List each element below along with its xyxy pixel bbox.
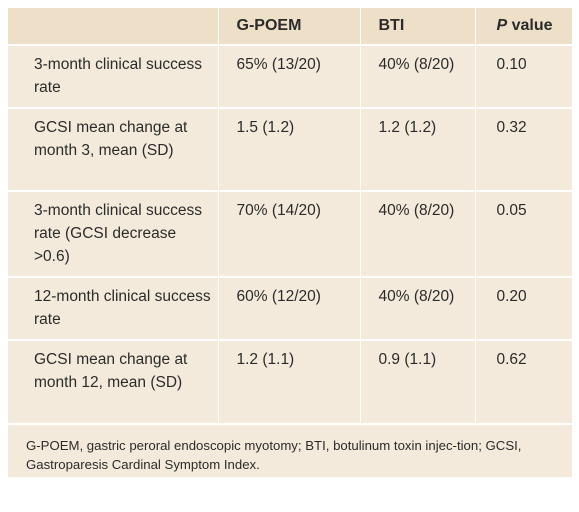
bti-cell: 40% (8/20) <box>360 277 476 341</box>
bti-cell: 1.2 (1.2) <box>360 108 476 192</box>
header-p-suffix: value <box>511 17 553 34</box>
gpoem-cell: 65% (13/20) <box>218 45 361 109</box>
header-outcome <box>8 8 219 46</box>
table-row: GCSI mean change at month 12, mean (SD) … <box>8 340 572 425</box>
bti-cell: 40% (8/20) <box>360 45 476 109</box>
p-value-cell: 0.32 <box>475 108 572 192</box>
table-row: 3-month clinical success rate 65% (13/20… <box>8 45 572 109</box>
table-footnote: G-POEM, gastric peroral endoscopic myoto… <box>8 425 572 477</box>
gpoem-cell: 1.2 (1.1) <box>218 340 361 425</box>
results-table: G-POEM BTI P value 3-month clinical succ… <box>8 8 572 425</box>
row-label: 12-month clinical success rate <box>8 277 219 341</box>
header-p-italic: P <box>496 17 508 34</box>
row-label: 3-month clinical success rate <box>8 45 219 109</box>
bti-cell: 40% (8/20) <box>360 191 476 278</box>
gpoem-cell: 70% (14/20) <box>218 191 361 278</box>
row-label: GCSI mean change at month 3, mean (SD) <box>8 108 219 192</box>
table-row: 3-month clinical success rate (GCSI decr… <box>8 191 572 278</box>
gpoem-cell: 1.5 (1.2) <box>218 108 361 192</box>
header-p-value: P value <box>475 8 572 46</box>
header-bti: BTI <box>360 8 476 46</box>
p-value-cell: 0.05 <box>475 191 572 278</box>
p-value-cell: 0.20 <box>475 277 572 341</box>
row-label: GCSI mean change at month 12, mean (SD) <box>8 340 219 425</box>
table-row: GCSI mean change at month 3, mean (SD) 1… <box>8 108 572 192</box>
results-table-container: G-POEM BTI P value 3-month clinical succ… <box>8 8 572 477</box>
row-label: 3-month clinical success rate (GCSI decr… <box>8 191 219 278</box>
bti-cell: 0.9 (1.1) <box>360 340 476 425</box>
p-value-cell: 0.10 <box>475 45 572 109</box>
table-header-row: G-POEM BTI P value <box>8 8 572 46</box>
table-row: 12-month clinical success rate 60% (12/2… <box>8 277 572 341</box>
header-gpoem: G-POEM <box>218 8 361 46</box>
p-value-cell: 0.62 <box>475 340 572 425</box>
gpoem-cell: 60% (12/20) <box>218 277 361 341</box>
